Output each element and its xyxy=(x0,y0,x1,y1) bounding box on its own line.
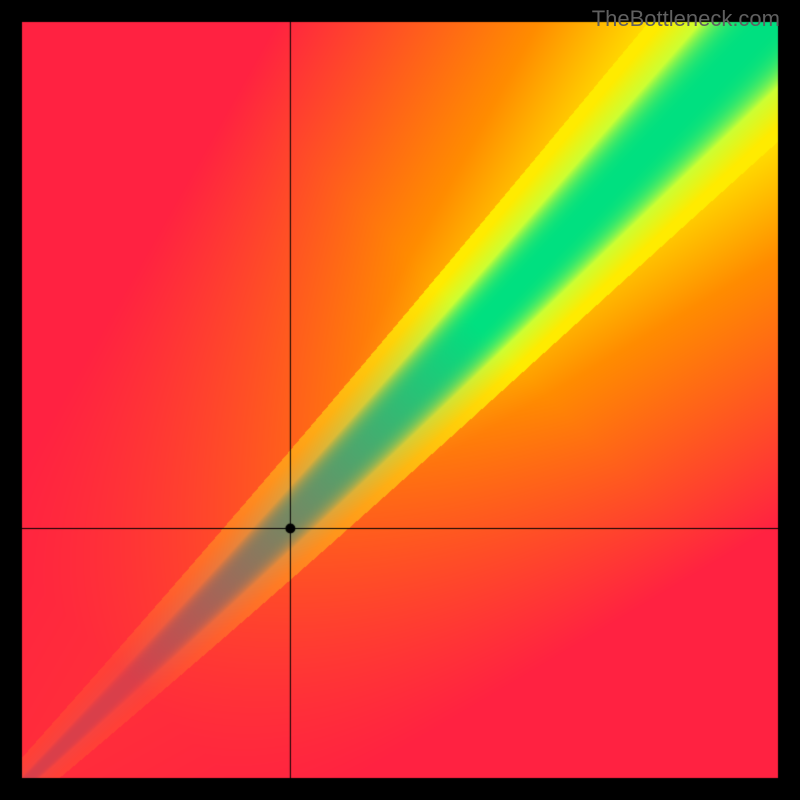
heatmap-canvas xyxy=(0,0,800,800)
watermark-text: TheBottleneck.com xyxy=(592,6,780,32)
chart-container: TheBottleneck.com xyxy=(0,0,800,800)
